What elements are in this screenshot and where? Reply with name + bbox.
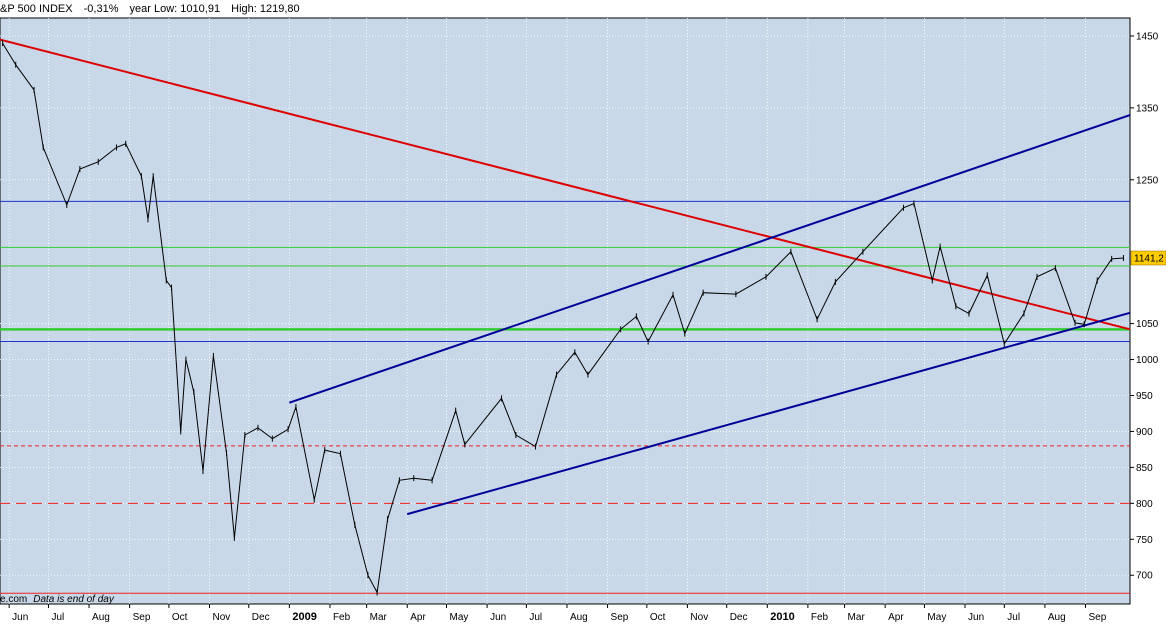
red-trendline [0, 38, 1131, 331]
x-tick-label: Mar [848, 612, 866, 623]
source-text: e.com [0, 594, 28, 605]
index-title: &P 500 INDEX [0, 3, 73, 15]
x-tick-label: Feb [811, 612, 829, 623]
x-tick-label: Apr [888, 612, 904, 623]
x-tick-label: Jun [968, 612, 984, 623]
current-price-box [1130, 250, 1166, 266]
x-tick-label: Oct [172, 612, 188, 623]
x-tick-label: Dec [730, 612, 748, 623]
trendlines [0, 38, 1131, 516]
y-tick-label: 1450 [1136, 31, 1159, 42]
x-tick-label: Jun [490, 612, 506, 623]
x-tick-label: 2009 [292, 611, 316, 623]
y-tick-label: 950 [1136, 391, 1153, 402]
blue-channel-line [406, 311, 1131, 516]
chart-header: &P 500 INDEX -0,31% year Low: 1010,91 Hi… [0, 0, 1130, 18]
x-tick-label: Aug [570, 612, 588, 623]
x-tick-label: Jun [12, 612, 28, 623]
x-tick-label: Apr [410, 612, 426, 623]
chart-footer: e.com Data is end of day [0, 593, 114, 606]
y-axis: 1450 1350 1250 1050 1000 950 900 850 800 750 700 [1130, 31, 1159, 582]
y-tick-label: 700 [1136, 571, 1153, 582]
x-tick-label: 2010 [770, 611, 794, 623]
x-tick-label: Aug [1048, 612, 1066, 623]
x-tick-label: Feb [333, 612, 351, 623]
x-tick-label: Sep [133, 612, 151, 623]
x-tick-label: May [450, 612, 469, 623]
grid-lines [0, 18, 1130, 604]
x-tick-label: Dec [252, 612, 270, 623]
current-price-label: 1141,2 [1134, 254, 1164, 265]
change-percent: -0,31% [83, 3, 119, 15]
year-high: High: 1219,80 [231, 3, 300, 15]
current-price-badge: 1141,2 [1130, 250, 1166, 266]
y-tick-label: 900 [1136, 427, 1153, 438]
x-tick-label: Mar [370, 612, 388, 623]
y-tick-label: 1250 [1136, 175, 1159, 186]
plot-area [0, 17, 1131, 605]
horizontal-levels [0, 200, 1130, 594]
x-tick-label: Nov [690, 612, 708, 623]
x-axis: Jun Jul Aug Sep Oct Nov Dec 2009 Feb Mar Apr May Jun… [8, 604, 1107, 623]
x-tick-label: Sep [1088, 612, 1106, 623]
price-line [2, 42, 1124, 595]
x-tick-label: Aug [92, 612, 110, 623]
x-tick-label: Nov [213, 612, 231, 623]
price-series [2, 40, 1124, 596]
blue-channel-line [289, 114, 1131, 404]
y-tick-label: 1000 [1136, 355, 1159, 366]
data-note: Data is end of day [33, 594, 114, 605]
y-tick-label: 1350 [1136, 103, 1159, 114]
y-tick-label: 850 [1136, 463, 1153, 474]
x-tick-label: Jul [529, 612, 542, 623]
x-tick-label: Jul [51, 612, 64, 623]
y-tick-label: 750 [1136, 535, 1153, 546]
year-low: year Low: 1010,91 [129, 3, 221, 15]
x-tick-label: Jul [1007, 612, 1020, 623]
x-tick-label: May [927, 612, 946, 623]
x-tick-label: Sep [611, 612, 629, 623]
x-tick-label: Oct [650, 612, 666, 623]
y-tick-label: 1050 [1136, 319, 1159, 330]
y-tick-label: 800 [1136, 499, 1153, 510]
